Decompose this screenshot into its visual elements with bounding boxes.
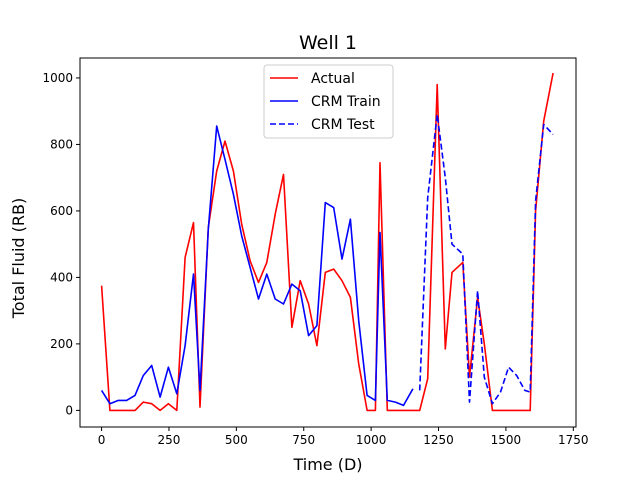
x-tick-label: 750	[292, 433, 315, 447]
y-tick-label: 200	[50, 337, 73, 351]
x-tick-label: 1750	[558, 433, 589, 447]
plot-frame	[79, 57, 577, 428]
y-tick-label: 400	[50, 270, 73, 284]
legend-entry-label: CRM Test	[311, 117, 375, 133]
plot-lines	[100, 72, 554, 412]
y-tick-label: 800	[50, 137, 73, 151]
x-tick-label: 0	[98, 433, 106, 447]
x-axis-label: Time (D)	[292, 455, 362, 474]
x-tick-label: 1000	[356, 433, 387, 447]
legend: Actual CRM Train CRM Test	[263, 64, 394, 139]
y-axis-ticks: 0 200 400 600 800 1000	[42, 71, 80, 417]
series-line-actual	[100, 72, 554, 412]
y-tick-label: 0	[65, 403, 73, 417]
series-line-crm-train	[100, 125, 414, 407]
legend-entry-label: CRM Train	[311, 94, 381, 110]
chart-title: Well 1	[299, 32, 357, 54]
y-tick-label: 1000	[42, 71, 73, 85]
x-tick-label: 1250	[423, 433, 454, 447]
legend-entry-label: Actual	[311, 71, 355, 87]
legend-box	[263, 64, 394, 139]
x-tick-label: 1500	[491, 433, 522, 447]
x-tick-label: 250	[158, 433, 181, 447]
x-axis-ticks: 0 250 500 750 1000 1250 1500 1750	[98, 427, 589, 447]
y-axis-label: Total Fluid (RB)	[9, 198, 28, 320]
x-tick-label: 500	[225, 433, 248, 447]
y-tick-label: 600	[50, 204, 73, 218]
series-line-crm-test	[418, 113, 554, 405]
